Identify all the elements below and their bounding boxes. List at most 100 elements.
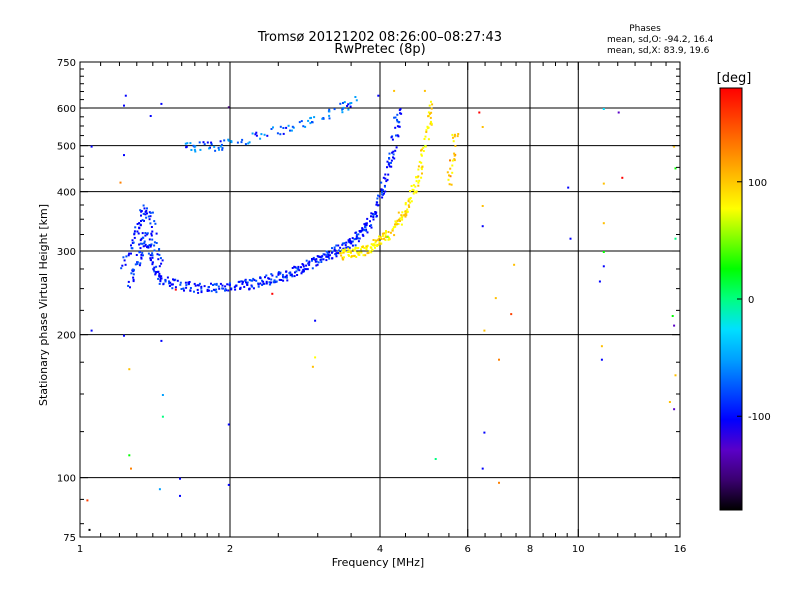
- o-mode-point: [384, 177, 387, 180]
- x-mode-point: [355, 256, 358, 258]
- o-mode-point: [194, 284, 197, 287]
- o-mode-point: [377, 204, 380, 207]
- x-mode-point: [346, 250, 349, 253]
- o-mode-point: [331, 257, 334, 260]
- scatter-point: [481, 205, 484, 207]
- o-mode-point: [270, 278, 273, 281]
- scatter-point: [227, 423, 230, 426]
- o-mode-point: [158, 272, 161, 275]
- x-mode-point: [386, 235, 389, 238]
- x-mode-point: [409, 190, 412, 193]
- x-mode-point: [417, 168, 420, 171]
- o-mode-point: [141, 219, 144, 222]
- scatter-point: [510, 313, 513, 316]
- o-mode-point: [127, 284, 130, 287]
- o-mode-point: [328, 257, 331, 260]
- o-mode-point: [196, 288, 199, 291]
- x-mode-point: [418, 179, 421, 182]
- o-mode-point: [271, 274, 274, 277]
- o-mode-point: [293, 265, 296, 268]
- x-mode-point: [365, 248, 368, 251]
- o-mode-point: [156, 270, 159, 273]
- o-mode-point: [257, 283, 260, 286]
- scatter-point: [161, 394, 164, 396]
- x-mode-point: [387, 231, 390, 233]
- o-mode-point: [365, 229, 368, 232]
- o-mode-point: [298, 269, 301, 272]
- x-axis-label: Frequency [MHz]: [332, 556, 424, 569]
- x-mode-point: [407, 200, 410, 203]
- x-mode-point: [347, 251, 350, 253]
- o-mode-point: [227, 289, 230, 292]
- o-mode-point: [173, 279, 176, 282]
- o-mode-point: [259, 277, 262, 279]
- x-mode-point: [407, 198, 410, 201]
- o-mode-upper-point: [322, 117, 325, 120]
- x-mode-point: [451, 171, 454, 174]
- o-mode-point: [399, 108, 402, 111]
- o-mode-point: [351, 237, 354, 240]
- x-mode-point: [381, 232, 384, 235]
- o-mode-point: [189, 287, 192, 289]
- o-mode-point: [275, 280, 278, 283]
- o-mode-point: [282, 279, 285, 282]
- o-mode-point: [370, 215, 372, 218]
- x-mode-point: [356, 251, 359, 254]
- o-mode-point: [208, 289, 210, 292]
- o-mode-point: [140, 210, 143, 212]
- o-mode-point: [168, 285, 171, 287]
- o-mode-point: [337, 244, 340, 247]
- x-mode-point: [452, 140, 455, 143]
- o-mode-point: [243, 285, 246, 288]
- o-mode-point: [185, 286, 188, 289]
- o-mode-upper-point: [272, 126, 274, 129]
- o-mode-point: [331, 250, 334, 253]
- scatter-point: [128, 454, 131, 457]
- chart-subtitle: RwPretec (8p): [334, 42, 425, 57]
- o-mode-point: [246, 284, 249, 286]
- o-mode-point: [252, 287, 255, 290]
- x-mode-point: [411, 188, 414, 191]
- scatter-point: [160, 339, 163, 342]
- x-mode-point: [406, 208, 409, 211]
- o-mode-upper-point: [346, 105, 349, 107]
- o-mode-point: [381, 196, 384, 199]
- o-mode-point: [159, 280, 162, 283]
- o-mode-upper-point: [328, 114, 331, 117]
- o-mode-point: [341, 243, 344, 246]
- x-mode-point: [407, 204, 410, 207]
- o-mode-upper-point: [276, 132, 279, 135]
- o-mode-upper-point: [342, 106, 345, 109]
- o-mode-upper-point: [259, 137, 262, 140]
- o-mode-upper-point: [230, 141, 233, 144]
- o-mode-point: [153, 244, 156, 247]
- o-mode-point: [249, 279, 252, 282]
- x-mode-point: [365, 245, 368, 248]
- o-mode-point: [127, 280, 130, 283]
- o-mode-upper-point: [282, 132, 285, 135]
- o-mode-point: [334, 249, 337, 252]
- scatter-point: [513, 263, 516, 266]
- x-mode-point: [388, 238, 391, 241]
- y-tick-label: 400: [57, 188, 76, 199]
- x-mode-point: [372, 243, 375, 246]
- x-mode-point: [364, 254, 367, 257]
- o-mode-point: [151, 261, 154, 264]
- o-mode-point: [393, 157, 396, 160]
- o-mode-upper-point: [255, 131, 258, 134]
- o-mode-point: [128, 252, 131, 255]
- x-mode-point: [385, 236, 387, 239]
- o-mode-point: [370, 224, 373, 227]
- o-mode-point: [221, 284, 224, 287]
- x-tick-label: 4: [377, 544, 383, 555]
- o-mode-upper-point: [203, 143, 206, 146]
- o-mode-point: [121, 264, 124, 267]
- x-mode-point: [409, 201, 412, 204]
- x-mode-point: [383, 232, 386, 235]
- o-mode-point: [136, 223, 139, 225]
- o-mode-point: [335, 252, 338, 255]
- o-mode-point: [335, 253, 338, 256]
- o-mode-point: [149, 215, 152, 218]
- o-mode-point: [328, 251, 331, 254]
- scatter-point: [602, 222, 605, 225]
